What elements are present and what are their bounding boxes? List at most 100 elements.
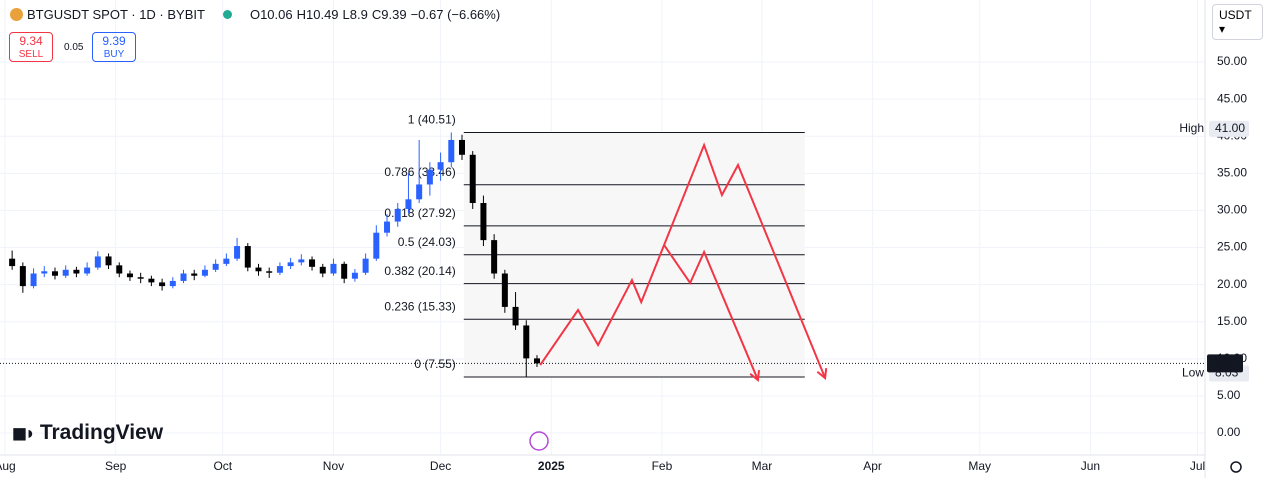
status-dot	[222, 10, 232, 19]
candle-body	[137, 277, 144, 279]
candle-body	[298, 259, 305, 263]
candle-body	[523, 325, 530, 359]
candle-body	[437, 162, 444, 170]
candle-body	[191, 273, 198, 276]
candle-body	[212, 263, 219, 270]
x-tick-label: Nov	[323, 459, 344, 473]
candle-body	[266, 271, 273, 273]
candle-body	[234, 246, 241, 259]
spread: 0.05	[64, 42, 84, 53]
x-tick-label: 2025	[538, 459, 565, 473]
candle-body	[105, 256, 112, 266]
marker-value: 41.00	[1215, 121, 1245, 135]
x-tick-label: Jun	[1081, 459, 1100, 473]
header: BTGUSDT SPOT · 1D · BYBIT O 10.06 H 10.49 …	[10, 7, 500, 22]
candle-body	[501, 273, 508, 307]
ohlc-label: O	[249, 7, 261, 22]
y-tick-label: 15.00	[1217, 314, 1247, 328]
currency-select[interactable]: USDT ▾	[1212, 4, 1263, 40]
candle-body	[9, 258, 16, 267]
candle-body	[491, 240, 498, 274]
ohlc-label: H	[296, 7, 306, 22]
candle-body	[373, 232, 380, 259]
candle-body	[255, 267, 262, 272]
arrow-head	[749, 370, 760, 382]
candle-body	[94, 256, 101, 268]
ohlc-value: 10.06	[260, 7, 293, 22]
candle-body	[73, 269, 80, 274]
symbol[interactable]: BTGUSDT SPOT · 1D · BYBIT	[27, 7, 205, 22]
buy-button[interactable]: 9.39 BUY	[92, 32, 136, 62]
marker-label: High	[1179, 121, 1204, 135]
marker-label: Low	[1182, 366, 1204, 380]
sell-price: 9.34	[19, 34, 43, 48]
candle-body	[287, 262, 294, 267]
marker-box	[1209, 120, 1249, 137]
fib-label: 0.5 (24.03)	[398, 235, 456, 249]
candle-body	[41, 271, 48, 274]
x-tick-label: Dec	[430, 459, 451, 473]
buy-label: BUY	[103, 49, 125, 60]
candle-body	[469, 154, 476, 204]
candle-body	[341, 263, 348, 279]
candle-body	[148, 278, 155, 283]
x-tick-label: May	[968, 459, 991, 473]
candle-body	[62, 269, 69, 276]
candle-body	[244, 246, 251, 268]
candle-body	[394, 208, 401, 222]
candle-body	[30, 273, 37, 287]
projection-path	[663, 244, 759, 381]
candle-body	[309, 259, 316, 267]
candle-body	[116, 265, 123, 274]
ohlc-value: 8.9	[349, 7, 368, 22]
price-box	[1207, 354, 1243, 373]
y-tick-label: 0.00	[1217, 425, 1241, 439]
candle-body	[459, 139, 466, 155]
candle-body	[533, 358, 540, 364]
projection-path	[539, 142, 827, 379]
ohlc-value: 9.39	[381, 7, 407, 22]
candle-body	[51, 271, 58, 276]
candle-body	[84, 267, 91, 274]
y-tick-label: 25.00	[1217, 240, 1247, 254]
x-tick-label: Apr	[863, 459, 882, 473]
candle-body	[276, 266, 283, 273]
settings-icon	[1230, 461, 1242, 473]
x-tick-label: Aug	[0, 459, 16, 473]
x-tick-label: Sep	[105, 459, 127, 473]
fib-label: 0.236 (15.33)	[384, 299, 455, 313]
candle-body	[159, 282, 166, 287]
candle-body	[223, 258, 230, 264]
coin-icon	[10, 8, 23, 21]
candle-body	[480, 203, 487, 241]
event-icon	[529, 431, 549, 451]
ohlc-value: 10.49	[306, 7, 339, 22]
buy-price: 9.39	[102, 34, 126, 48]
candle-body	[512, 306, 519, 326]
y-tick-label: 50.00	[1217, 54, 1247, 68]
fib-label: 0.618 (27.92)	[384, 206, 455, 220]
candle-body	[330, 263, 337, 274]
arrow-head	[816, 368, 828, 380]
x-tick-label: Oct	[213, 459, 232, 473]
currency: USDT	[1219, 8, 1252, 22]
candle-body	[426, 169, 433, 185]
candle-body	[19, 266, 26, 287]
candle-body	[351, 272, 358, 279]
candle-body	[180, 273, 187, 281]
candle-body	[201, 269, 208, 276]
fib-label: 0.786 (33.46)	[384, 165, 455, 179]
sell-button[interactable]: 9.34 SELL	[9, 32, 53, 62]
x-tick-label: Jul	[1190, 459, 1205, 473]
price-label: 9.39	[1213, 356, 1237, 370]
candle-body	[126, 273, 133, 278]
fib-label: 0.382 (20.14)	[384, 264, 455, 278]
logo-mark: ◼◗	[12, 422, 36, 443]
candle-body	[384, 221, 391, 233]
y-tick-label: 35.00	[1217, 166, 1247, 180]
fib-label: 0 (7.55)	[414, 357, 455, 371]
y-tick-label: 30.00	[1217, 203, 1247, 217]
candle-body	[319, 266, 326, 274]
